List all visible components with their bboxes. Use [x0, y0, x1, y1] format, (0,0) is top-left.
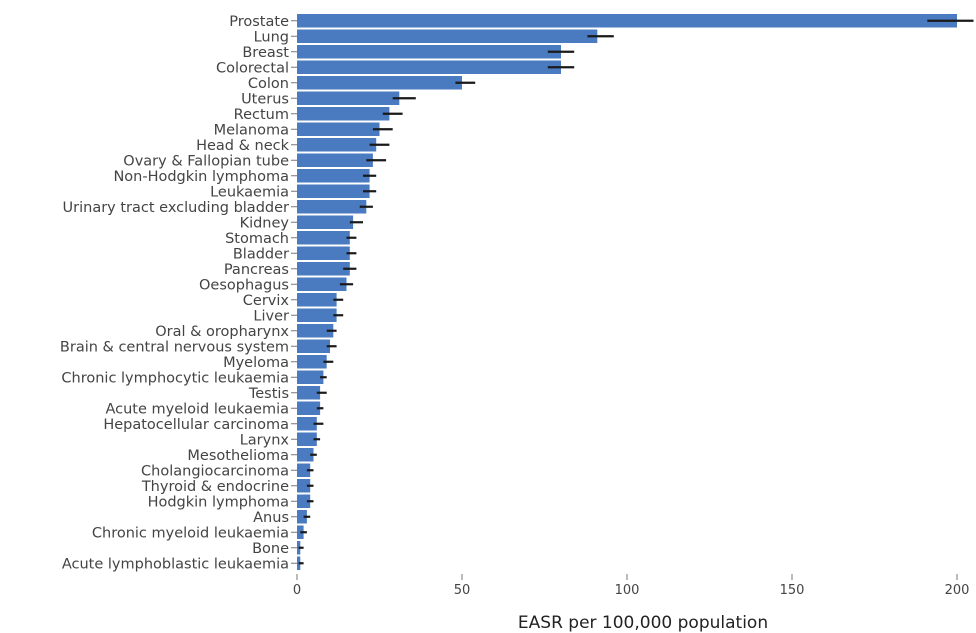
- bar: [297, 277, 347, 291]
- x-tick-label: 200: [945, 583, 970, 598]
- category-label: Cholangiocarcinoma: [141, 463, 289, 479]
- bar: [297, 432, 317, 446]
- category-label: Testis: [248, 386, 289, 402]
- category-label: Colorectal: [216, 60, 289, 76]
- bar: [297, 355, 327, 369]
- category-label: Colon: [248, 76, 289, 92]
- bar: [297, 262, 350, 276]
- category-label: Uterus: [241, 91, 289, 107]
- category-label: Acute myeloid leukaemia: [105, 401, 289, 417]
- bar: [297, 60, 561, 74]
- category-label: Kidney: [240, 215, 290, 231]
- bar: [297, 76, 462, 90]
- x-axis-title: EASR per 100,000 population: [518, 613, 768, 633]
- bar: [297, 45, 561, 59]
- category-label: Liver: [253, 308, 289, 324]
- bar: [297, 293, 337, 307]
- category-label: Non-Hodgkin lymphoma: [113, 169, 289, 185]
- bar: [297, 184, 370, 198]
- category-label: Larynx: [240, 432, 290, 448]
- error-bars-layer: [298, 19, 974, 565]
- category-label: Thyroid & endocrine: [141, 479, 289, 495]
- category-labels-layer: ProstateLungBreastColorectalColonUterusR…: [60, 14, 297, 572]
- category-label: Leukaemia: [210, 184, 289, 200]
- category-label: Anus: [253, 510, 289, 526]
- category-label: Oral & oropharynx: [155, 324, 289, 340]
- category-label: Acute lymphoblastic leukaemia: [62, 556, 289, 572]
- bar: [297, 463, 311, 477]
- category-label: Melanoma: [214, 122, 289, 138]
- bar: [297, 107, 390, 121]
- category-label: Breast: [242, 45, 289, 61]
- category-label: Rectum: [234, 107, 289, 123]
- x-tick-label: 0: [293, 583, 301, 598]
- category-label: Mesothelioma: [187, 448, 289, 464]
- category-label: Bladder: [233, 246, 289, 262]
- category-label: Stomach: [225, 231, 289, 247]
- category-label: Oesophagus: [199, 277, 289, 293]
- category-label: Lung: [254, 29, 289, 45]
- bar: [297, 29, 598, 43]
- bar: [297, 448, 314, 462]
- bar: [297, 324, 334, 338]
- category-label: Hodgkin lymphoma: [148, 494, 289, 510]
- bar: [297, 386, 321, 400]
- bar: [297, 14, 957, 28]
- bar: [297, 215, 354, 229]
- bar: [297, 479, 311, 493]
- bar: [297, 494, 311, 508]
- bar: [297, 91, 400, 105]
- category-label: Urinary tract excluding bladder: [63, 200, 289, 216]
- category-label: Ovary & Fallopian tube: [123, 153, 289, 169]
- bar: [297, 339, 330, 353]
- x-tick-label: 150: [780, 583, 805, 598]
- category-label: Brain & central nervous system: [60, 339, 289, 355]
- bars-layer: [297, 14, 957, 570]
- bar: [297, 401, 321, 415]
- bar: [297, 370, 324, 384]
- category-label: Cervix: [243, 293, 290, 309]
- bar: [297, 510, 307, 524]
- bar: [297, 122, 380, 136]
- x-tick-label: 100: [615, 583, 640, 598]
- category-label: Chronic myeloid leukaemia: [92, 525, 289, 541]
- category-label: Head & neck: [196, 138, 290, 154]
- category-label: Pancreas: [224, 262, 289, 278]
- bar: [297, 138, 377, 152]
- category-label: Bone: [252, 541, 289, 557]
- category-label: Hepatocellular carcinoma: [103, 417, 289, 433]
- category-label: Myeloma: [223, 355, 289, 371]
- x-tick-label: 50: [454, 583, 471, 598]
- bar: [297, 169, 370, 183]
- x-axis: 0 50 100 150 200: [293, 574, 970, 598]
- bar: [297, 200, 367, 214]
- bar: [297, 153, 373, 167]
- bar: [297, 417, 317, 431]
- category-label: Chronic lymphocytic leukaemia: [61, 370, 289, 386]
- bar: [297, 246, 350, 260]
- category-label: Prostate: [229, 14, 289, 30]
- bar: [297, 308, 337, 322]
- bar: [297, 231, 350, 245]
